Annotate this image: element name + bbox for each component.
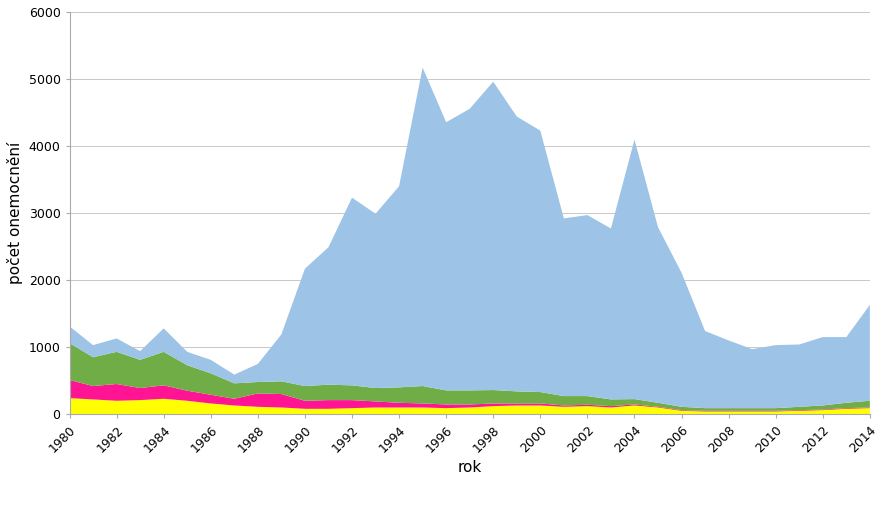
Y-axis label: počet onemocnění: počet onemocnění <box>7 142 23 284</box>
X-axis label: rok: rok <box>457 460 482 475</box>
